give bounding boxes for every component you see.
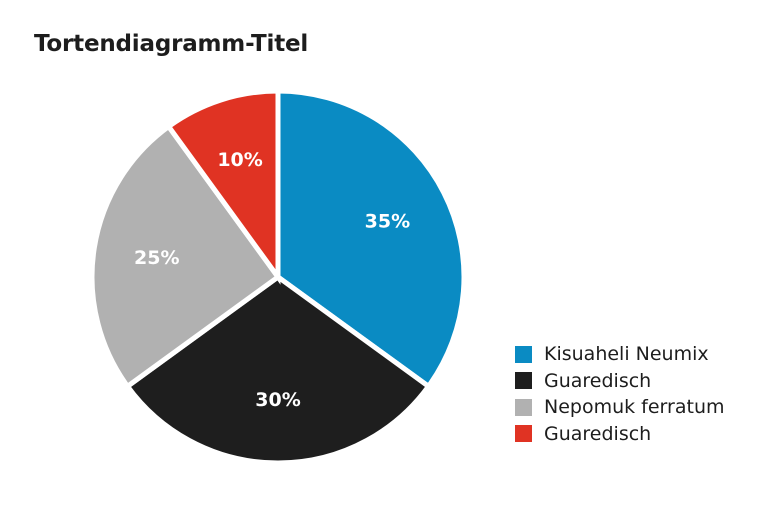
legend-swatch-1 [515, 345, 532, 363]
slice-data-label-4: 10% [217, 149, 262, 171]
chart-legend: Kisuaheli Neumix Guaredisch Nepomuk ferrat… [515, 341, 725, 447]
legend-item-2: Guaredisch [515, 368, 725, 395]
pie-slice-1 [275, 88, 467, 390]
pie-slice-2 [124, 273, 432, 466]
legend-item-1: Kisuaheli Neumix [515, 341, 725, 368]
legend-swatch-3 [515, 398, 532, 416]
pie-slice-4 [165, 88, 281, 285]
slice-data-label-1: 35% [365, 210, 410, 232]
legend-label-4: Guaredisch [544, 422, 652, 445]
legend-item-3: Nepomuk ferratum [515, 394, 725, 421]
legend-item-4: Guaredisch [515, 421, 725, 448]
pie-slice-3 [89, 123, 282, 390]
legend-label-3: Nepomuk ferratum [544, 396, 725, 419]
legend-label-1: Kisuaheli Neumix [544, 343, 709, 366]
slice-data-label-2: 30% [255, 389, 300, 411]
slice-data-label-3: 25% [134, 247, 179, 269]
chart-title: Tortendiagramm-Titel [34, 31, 309, 57]
legend-label-2: Guaredisch [544, 369, 652, 392]
legend-swatch-4 [515, 425, 532, 443]
legend-swatch-2 [515, 372, 532, 390]
